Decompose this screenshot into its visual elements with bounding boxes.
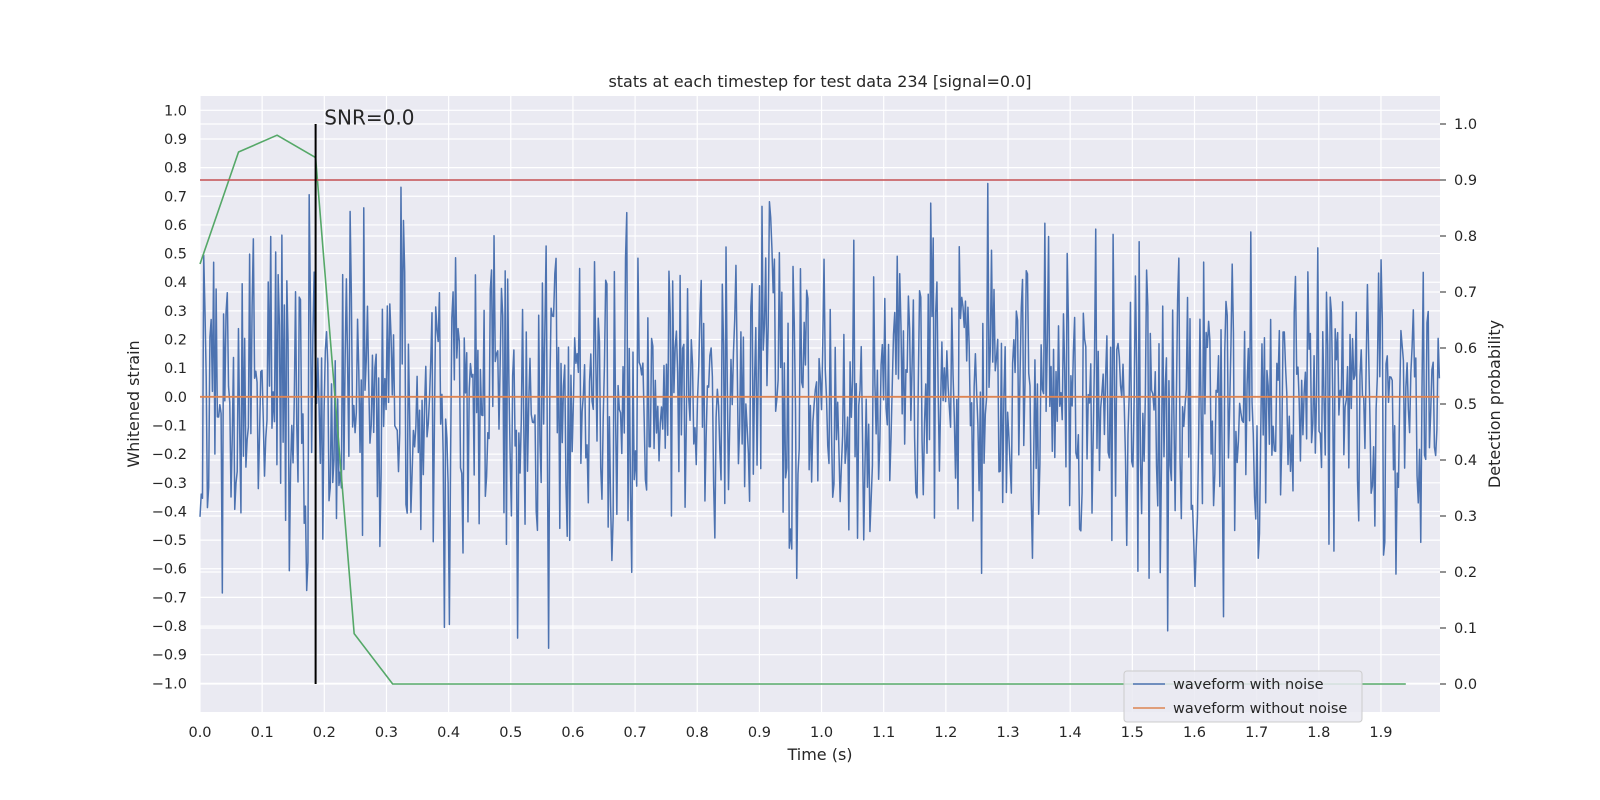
y2-tick-label: 0.8 [1454, 229, 1477, 245]
series-layer [199, 124, 1441, 685]
y2-tick-label: 0.3 [1454, 509, 1477, 525]
y-tick-label: −0.3 [152, 476, 187, 492]
x-tick-label: 0.3 [375, 725, 398, 741]
x-tick-label: 1.3 [996, 725, 1019, 741]
y-tick-label: −0.1 [152, 418, 187, 434]
legend-label-noisy: waveform with noise [1173, 677, 1324, 693]
y-tick-label: −0.4 [152, 504, 187, 520]
y-tick-label: 0.5 [164, 247, 187, 263]
y-tick-label: −0.2 [152, 447, 187, 463]
y-axis-label: Whitened strain [124, 340, 143, 467]
y2-tick-label: 0.6 [1454, 341, 1477, 357]
y-tick-label: 0.3 [164, 304, 187, 320]
y2-axis-label: Detection probability [1485, 320, 1504, 488]
y-tick-label: −0.9 [152, 648, 187, 664]
axes: 0.0 0.1 0.2 0.3 0.4 0.5 0.6 0.7 0.8 0.9 1.0 1.1 1.2 1… [152, 103, 1477, 741]
y2-tick-label: 0.7 [1454, 285, 1477, 301]
x-tick-label: 0.2 [313, 725, 336, 741]
y2-tick-label: 0.2 [1454, 565, 1477, 581]
x-tick-label: 1.0 [810, 725, 833, 741]
y2-tick-label: 0.4 [1454, 453, 1477, 469]
x-tick-label: 0.4 [437, 725, 460, 741]
x-tick-label: 0.0 [188, 725, 211, 741]
y-tick-label: 0.1 [164, 361, 187, 377]
x-tick-label: 1.6 [1183, 725, 1206, 741]
x-tick-label: 0.1 [251, 725, 274, 741]
series-waveform-with-noise [199, 182, 1441, 649]
x-axis-label: Time (s) [786, 745, 852, 764]
x-tick-label: 0.8 [686, 725, 709, 741]
y2-tick-label: 0.5 [1454, 397, 1477, 413]
x-tick-label: 0.5 [499, 725, 522, 741]
y2-tick-label: 0.0 [1454, 677, 1477, 693]
y-tick-label: −0.6 [152, 562, 187, 578]
x-tick-label: 1.9 [1369, 725, 1392, 741]
x-tick-label: 1.2 [934, 725, 957, 741]
y-tick-label: −0.8 [152, 619, 187, 635]
y-tick-label: −1.0 [152, 676, 187, 692]
y-tick-label: 0.0 [164, 390, 187, 406]
y-tick-label: 0.8 [164, 161, 187, 177]
y2-tick-label: 0.1 [1454, 621, 1477, 637]
legend-box [1123, 670, 1363, 723]
legend-label-clean: waveform without noise [1173, 701, 1347, 717]
x-tick-label: 1.5 [1121, 725, 1144, 741]
y-tick-label: 1.0 [164, 103, 187, 119]
y-tick-label: −0.7 [152, 590, 187, 606]
x-tick-label: 0.6 [561, 725, 584, 741]
x-tick-label: 1.8 [1307, 725, 1330, 741]
x-tick-label: 0.7 [624, 725, 647, 741]
y-tick-label: 0.7 [164, 189, 187, 205]
legend: waveform with noise waveform without noi… [1123, 670, 1363, 723]
x-tick-label: 1.1 [872, 725, 895, 741]
x-tick-label: 1.4 [1059, 725, 1082, 741]
y-tick-label: −0.5 [152, 533, 187, 549]
y-tick-label: 0.4 [164, 275, 187, 291]
y-tick-label: 0.6 [164, 218, 187, 234]
chart-title: stats at each timestep for test data 234… [608, 72, 1031, 91]
y2-tick-label: 0.9 [1454, 173, 1477, 189]
y2-tick-label: 1.0 [1454, 117, 1477, 133]
snr-annotation: SNR=0.0 [324, 106, 414, 130]
x-tick-label: 1.7 [1245, 725, 1268, 741]
x-tick-label: 0.9 [748, 725, 771, 741]
y-tick-label: 0.9 [164, 132, 187, 148]
y-tick-label: 0.2 [164, 333, 187, 349]
